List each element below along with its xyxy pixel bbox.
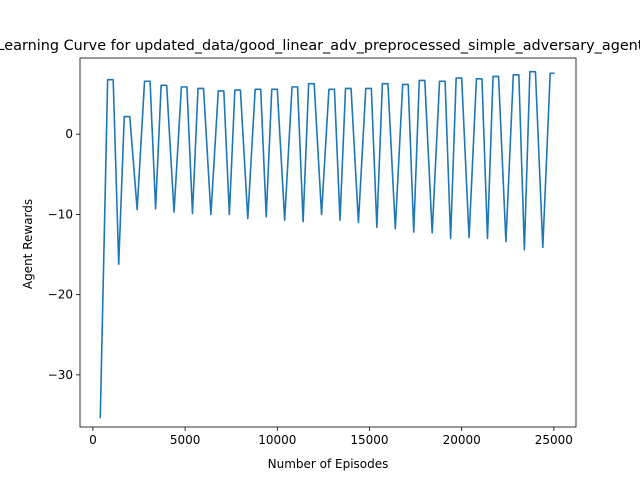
x-tick-label: 25000 <box>535 433 573 447</box>
x-tick-label: 20000 <box>443 433 481 447</box>
axes: 0 5000 10000 15000 20000 25000 −30 −20 −10 0 <box>48 57 577 447</box>
y-tick-label: −30 <box>48 368 73 382</box>
series-line-1 <box>99 70 555 419</box>
x-axis-label: Number of Episodes <box>268 457 389 471</box>
x-tick-label: 15000 <box>350 433 388 447</box>
x-tick-label: 5000 <box>170 433 201 447</box>
plot-frame <box>79 57 577 428</box>
y-tick-label: −20 <box>48 288 73 302</box>
y-axis-label: Agent Rewards <box>21 199 35 289</box>
x-tick-label: 10000 <box>258 433 296 447</box>
chart-title: Learning Curve for updated_data/good_lin… <box>0 38 640 54</box>
y-tick-label: 0 <box>65 127 73 141</box>
y-tick-label: −10 <box>48 207 73 221</box>
plot-area <box>99 70 555 419</box>
x-tick-label: 0 <box>89 433 97 447</box>
